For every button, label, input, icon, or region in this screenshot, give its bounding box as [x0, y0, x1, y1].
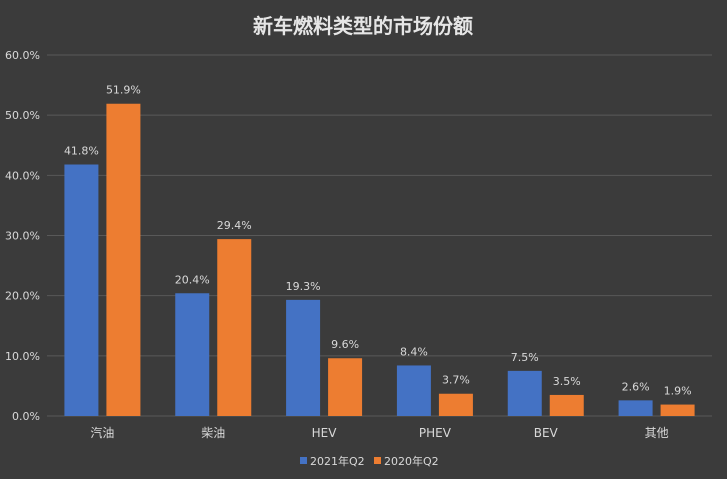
legend-label: 2021年Q2 — [310, 454, 365, 468]
bar — [618, 400, 653, 416]
x-tick-label: PHEV — [419, 426, 452, 440]
data-label: 41.8% — [64, 145, 99, 158]
x-tick-label: 汽油 — [90, 425, 114, 440]
x-tick-label: BEV — [534, 426, 559, 440]
data-label: 3.5% — [553, 375, 581, 388]
chart-title: 新车燃料类型的市场份额 — [253, 14, 473, 38]
data-label: 8.4% — [400, 345, 428, 358]
legend-swatch — [300, 457, 307, 464]
bar — [396, 365, 431, 416]
y-tick-label: 30.0% — [5, 230, 40, 243]
gridlines — [47, 54, 712, 417]
bar — [175, 293, 210, 416]
bars — [64, 103, 695, 417]
data-label: 1.9% — [664, 385, 692, 398]
y-tick-label: 0.0% — [12, 410, 40, 423]
bar — [286, 299, 321, 416]
bar — [438, 393, 473, 416]
data-label: 20.4% — [175, 273, 210, 286]
y-tick-label: 60.0% — [5, 49, 40, 62]
y-tick-label: 10.0% — [5, 350, 40, 363]
data-label: 19.3% — [286, 280, 321, 293]
data-label: 51.9% — [106, 84, 141, 97]
legend: 2021年Q2 2020年Q2 — [300, 454, 439, 468]
y-axis-ticks: 0.0% 10.0% 20.0% 30.0% 40.0% 50.0% 60.0% — [5, 49, 40, 423]
bar — [660, 404, 695, 416]
data-label: 3.7% — [442, 374, 470, 387]
legend-swatch — [374, 457, 381, 464]
bar — [507, 370, 542, 416]
y-tick-label: 50.0% — [5, 109, 40, 122]
data-label: 9.6% — [331, 338, 359, 351]
y-tick-label: 20.0% — [5, 290, 40, 303]
bar — [549, 394, 584, 416]
bar — [106, 103, 141, 417]
bar — [217, 239, 252, 416]
y-tick-label: 40.0% — [5, 169, 40, 182]
x-axis-ticks: 汽油 柴油 HEV PHEV BEV 其他 — [90, 425, 668, 440]
x-tick-label: HEV — [312, 426, 338, 440]
x-tick-label: 柴油 — [201, 426, 225, 440]
data-labels: 41.8% 51.9% 20.4% 29.4% 19.3% 9.6% 8.4% 3.7% 7.5… — [64, 84, 692, 398]
bar — [64, 164, 99, 416]
x-tick-label: 其他 — [645, 426, 669, 440]
legend-label: 2020年Q2 — [384, 454, 439, 468]
bar — [328, 358, 363, 416]
data-label: 29.4% — [217, 219, 252, 232]
data-label: 2.6% — [622, 380, 650, 393]
data-label: 7.5% — [511, 351, 539, 364]
